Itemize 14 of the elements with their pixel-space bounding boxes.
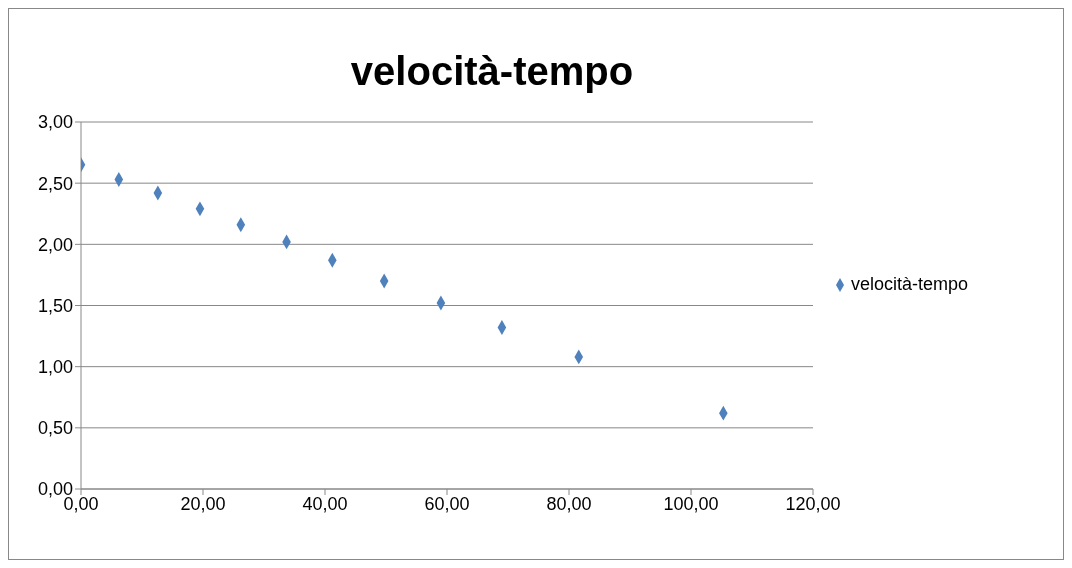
x-tick-label: 100,00 [663,493,719,514]
y-tick-label: 2,00 [37,234,73,255]
y-tick-label: 2,50 [37,173,73,194]
chart-title: velocità-tempo [349,48,635,95]
y-tick-label: 1,50 [37,295,73,316]
y-tick-label: 3,00 [37,112,73,133]
legend-label: velocità-tempo [851,273,969,294]
x-tick-label: 60,00 [424,493,470,514]
x-tick-label: 80,00 [546,493,592,514]
y-tick-label: 0,50 [37,418,73,439]
x-tick-label: 120,00 [785,493,841,514]
x-tick-label: 40,00 [302,493,348,514]
y-tick-label: 1,00 [37,357,73,378]
x-tick-label: 20,00 [180,493,226,514]
